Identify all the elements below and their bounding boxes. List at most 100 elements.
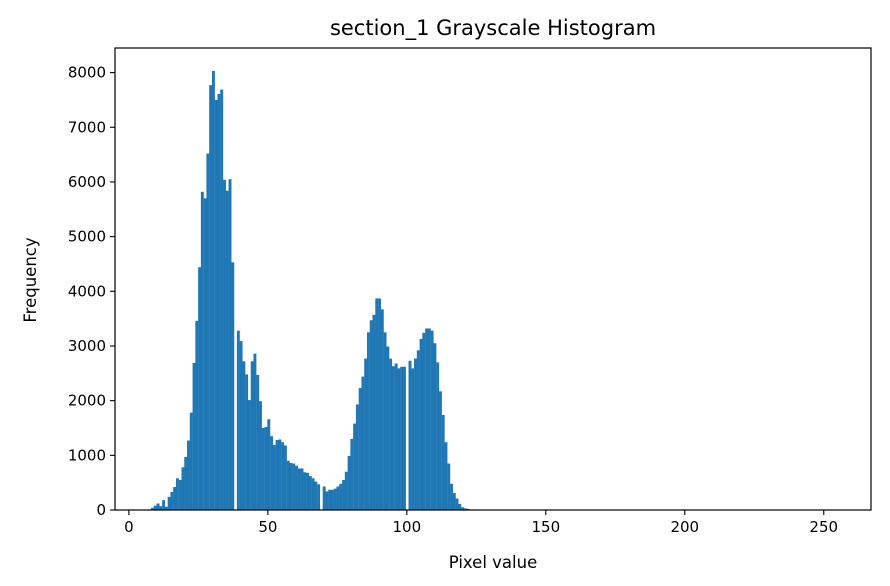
histogram-bar: [193, 363, 196, 510]
histogram-bar: [370, 320, 373, 510]
histogram-bar: [361, 377, 364, 510]
histogram-bar: [400, 367, 403, 510]
histogram-bar: [231, 262, 234, 510]
histogram-bar: [198, 267, 201, 510]
histogram-bar: [458, 504, 461, 510]
histogram-bar: [325, 491, 328, 510]
histogram-bar: [331, 490, 334, 510]
histogram-bar: [287, 461, 290, 510]
y-tick-label: 5000: [68, 228, 106, 246]
x-tick-label: 100: [393, 518, 422, 536]
histogram-bar: [176, 478, 179, 510]
histogram-bar: [439, 391, 442, 510]
histogram-bar: [364, 359, 367, 510]
histogram-bar: [278, 439, 281, 510]
histogram-bar: [265, 427, 268, 510]
histogram-bar: [414, 359, 417, 510]
histogram-bar: [273, 445, 276, 510]
histogram-bar: [403, 367, 406, 510]
histogram-bar: [179, 480, 182, 510]
histogram-bar: [420, 339, 423, 510]
histogram-bar: [237, 331, 240, 510]
x-tick-label: 50: [258, 518, 277, 536]
histogram-bar: [392, 366, 395, 510]
histogram-bar: [450, 484, 453, 510]
histogram-bar: [422, 333, 425, 510]
y-tick-label: 8000: [68, 64, 106, 82]
histogram-bar: [337, 486, 340, 510]
histogram-bar: [215, 100, 218, 510]
histogram-bar: [395, 363, 398, 510]
histogram-bar: [251, 361, 254, 510]
histogram-bar: [289, 463, 292, 510]
histogram-bar: [209, 85, 212, 510]
histogram-bar: [317, 484, 320, 510]
histogram-bar: [409, 361, 412, 510]
histogram-bar: [411, 368, 414, 510]
histogram-bar: [295, 466, 298, 510]
histogram-bar: [386, 347, 389, 510]
histogram-bar: [267, 419, 270, 510]
histogram-bar: [281, 442, 284, 510]
histogram-bar: [328, 490, 331, 510]
histogram-bar: [195, 321, 198, 510]
y-axis-ticks: 0 1000 2000 3000 4000 5000 6000 7000 8000: [68, 64, 115, 519]
histogram-bar: [433, 343, 436, 510]
histogram-bar: [242, 361, 245, 510]
y-tick-label: 6000: [68, 173, 106, 191]
y-tick-label: 7000: [68, 118, 106, 136]
histogram-bar: [442, 415, 445, 510]
histogram-bar: [162, 500, 165, 510]
histogram-bar: [353, 424, 356, 510]
histogram-bar: [212, 71, 215, 510]
histogram-bar: [270, 436, 273, 510]
histogram-bar: [248, 400, 251, 510]
histogram-bar: [259, 401, 262, 510]
histogram-bar: [262, 428, 265, 510]
histogram-bar: [206, 154, 209, 510]
histogram-bar: [223, 180, 226, 510]
histogram-bar: [428, 328, 431, 510]
x-tick-label: 0: [124, 518, 134, 536]
histogram-bar: [240, 341, 243, 510]
histogram-bar: [298, 468, 301, 510]
x-tick-label: 200: [670, 518, 699, 536]
histogram-bar: [157, 503, 160, 510]
histogram-bar: [389, 359, 392, 510]
histogram-bar: [348, 456, 351, 510]
y-tick-label: 1000: [68, 446, 106, 464]
chart-title: section_1 Grayscale Histogram: [330, 16, 656, 41]
histogram-bar: [447, 464, 450, 510]
histogram-bar: [168, 497, 171, 510]
histogram-bar: [339, 484, 342, 510]
histogram-bar: [184, 457, 187, 510]
histogram-bar: [417, 350, 420, 510]
histogram-bar: [154, 506, 157, 510]
histogram-bar: [201, 192, 204, 510]
histogram-bar: [359, 388, 362, 510]
histogram-bar: [436, 362, 439, 510]
histogram-bar: [284, 445, 287, 510]
histogram-bar: [303, 472, 306, 510]
histogram-bar: [245, 374, 248, 510]
histogram-bar: [314, 482, 317, 510]
histogram-bar: [456, 499, 459, 510]
histogram-bar: [445, 442, 448, 510]
histogram-bar: [276, 440, 279, 510]
histogram-bar: [342, 480, 345, 510]
x-tick-label: 250: [809, 518, 838, 536]
y-tick-label: 3000: [68, 337, 106, 355]
x-tick-label: 150: [531, 518, 560, 536]
histogram-bar: [373, 315, 376, 510]
histogram-bar: [356, 404, 359, 510]
y-tick-label: 2000: [68, 392, 106, 410]
y-tick-label: 0: [96, 501, 106, 519]
histogram-bar: [217, 94, 220, 510]
histogram-bar: [173, 487, 176, 510]
histogram-bar: [187, 441, 190, 510]
histogram-bar: [378, 298, 381, 510]
histogram-bar: [204, 198, 207, 510]
histogram-bar: [323, 486, 326, 510]
histogram-bar: [229, 179, 232, 510]
histogram-bar: [384, 332, 387, 510]
